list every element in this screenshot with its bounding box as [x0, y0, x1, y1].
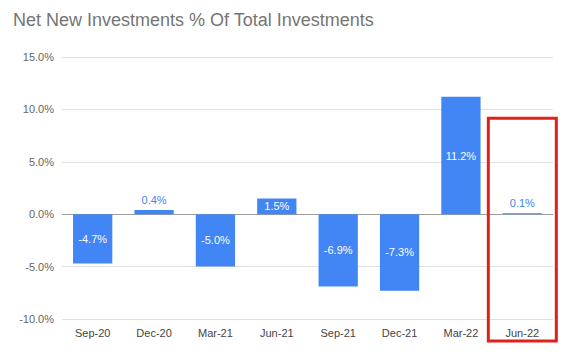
svg-text:Jun-21: Jun-21 — [260, 327, 294, 339]
svg-text:-6.9%: -6.9% — [324, 244, 353, 256]
svg-text:15.0%: 15.0% — [23, 51, 54, 63]
svg-text:Mar-21: Mar-21 — [198, 327, 233, 339]
svg-text:Dec-21: Dec-21 — [382, 327, 417, 339]
svg-text:11.2%: 11.2% — [446, 150, 477, 162]
svg-text:1.5%: 1.5% — [264, 200, 289, 212]
svg-text:5.0%: 5.0% — [29, 156, 54, 168]
svg-text:Sep-21: Sep-21 — [320, 327, 355, 339]
svg-text:10.0%: 10.0% — [23, 103, 54, 115]
svg-text:Net New Investments % Of Total: Net New Investments % Of Total Investmen… — [13, 10, 374, 30]
svg-text:-5.0%: -5.0% — [201, 234, 230, 246]
svg-text:-4.7%: -4.7% — [78, 233, 107, 245]
svg-text:Jun-22: Jun-22 — [505, 327, 539, 339]
svg-text:Sep-20: Sep-20 — [75, 327, 110, 339]
svg-text:-5.0%: -5.0% — [25, 261, 54, 273]
svg-text:Mar-22: Mar-22 — [444, 327, 479, 339]
svg-text:0.1%: 0.1% — [510, 197, 535, 209]
svg-text:-7.3%: -7.3% — [385, 246, 414, 258]
svg-text:-10.0%: -10.0% — [19, 313, 54, 325]
svg-text:Dec-20: Dec-20 — [136, 327, 171, 339]
svg-text:0.0%: 0.0% — [29, 208, 54, 220]
svg-text:0.4%: 0.4% — [142, 194, 167, 206]
